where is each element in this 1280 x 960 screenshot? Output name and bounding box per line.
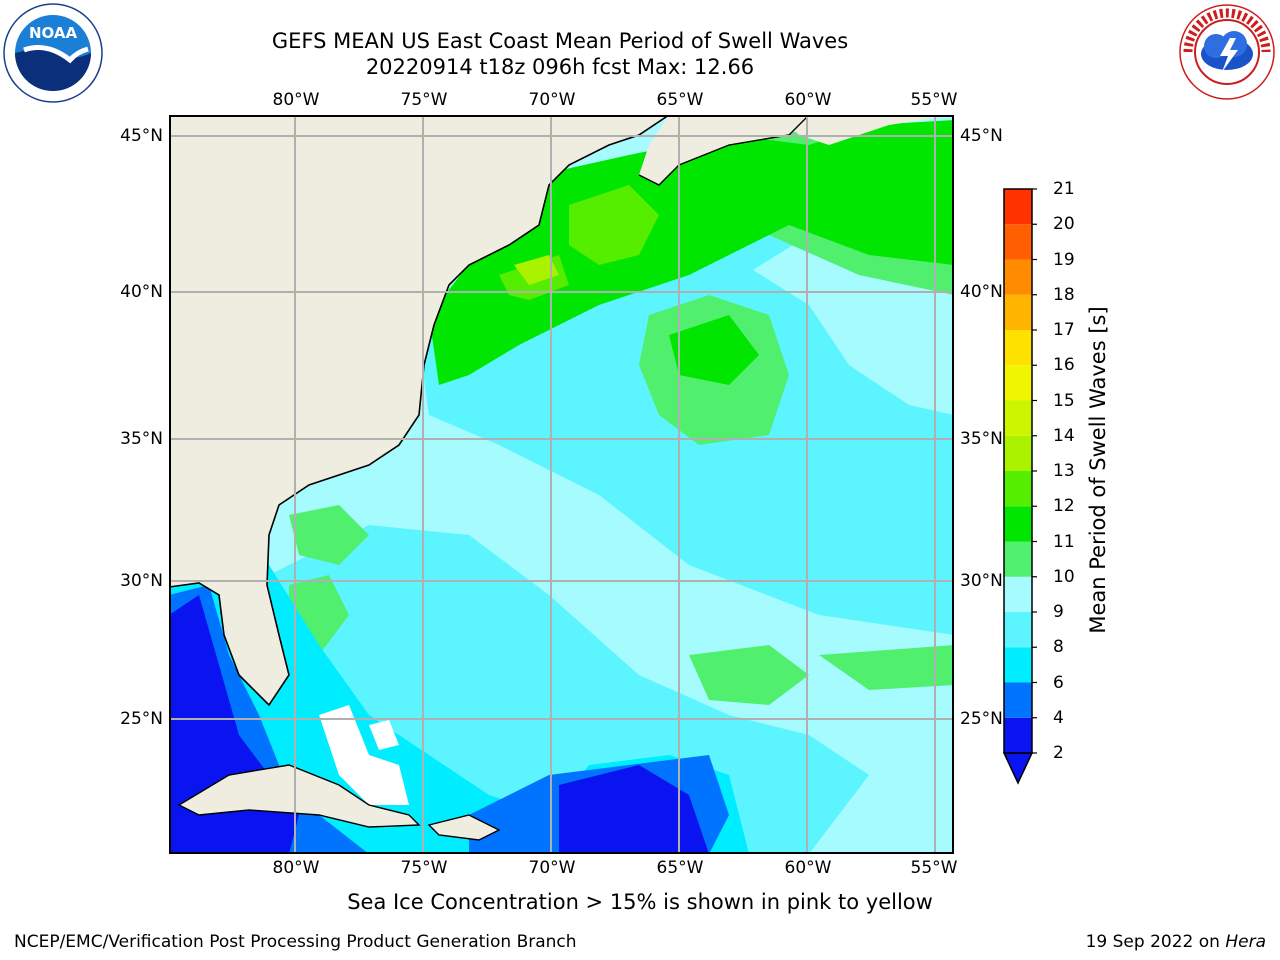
lat-tick-right: 45°N <box>960 126 1003 146</box>
colorbar-tick-label: 4 <box>1053 707 1064 728</box>
land-cuba <box>179 765 419 827</box>
colorbar-tick-label: 12 <box>1053 496 1075 517</box>
lon-tick-top: 55°W <box>910 90 958 110</box>
lon-tick-bottom: 60°W <box>784 858 832 878</box>
colorbar-segment <box>1004 189 1032 225</box>
lon-tick-bottom: 65°W <box>656 858 704 878</box>
lat-tick-left: 35°N <box>120 429 163 449</box>
colorbar-segment <box>1004 647 1032 683</box>
colorbar-segment <box>1004 365 1032 401</box>
footer-date-host: 19 Sep 2022 on Hera <box>1086 932 1266 952</box>
colorbar-segment <box>1004 294 1032 330</box>
lat-tick-right: 35°N <box>960 429 1003 449</box>
lat-tick-left: 45°N <box>120 126 163 146</box>
colorbar-segment <box>1004 682 1032 718</box>
lon-tick-top: 70°W <box>528 90 576 110</box>
period-region-9-10 <box>819 645 954 690</box>
lon-tick-bottom: 80°W <box>272 858 320 878</box>
lon-tick-top: 60°W <box>784 90 832 110</box>
lon-tick-top: 75°W <box>400 90 448 110</box>
period-region-10-11 <box>429 120 954 385</box>
colorbar-tick-label: 11 <box>1053 531 1075 552</box>
colorbar-tick-label: 14 <box>1053 425 1075 446</box>
colorbar-tick-label: 20 <box>1053 214 1075 235</box>
lat-tick-right: 30°N <box>960 571 1003 591</box>
colorbar-segment <box>1004 506 1032 542</box>
colorbar-tick-label: 8 <box>1053 637 1064 658</box>
period-region-2-4 <box>559 765 709 854</box>
lat-tick-right: 40°N <box>960 282 1003 302</box>
colorbar-tick-label: 9 <box>1053 602 1064 622</box>
colorbar-segment <box>1004 541 1032 577</box>
colorbar-segment <box>1004 400 1032 436</box>
land-maritimes <box>779 115 954 145</box>
colorbar-label: Mean Period of Swell Waves [s] <box>1086 306 1110 634</box>
lat-tick-left: 25°N <box>120 709 163 729</box>
map-frame <box>169 115 954 854</box>
chart-title: GEFS MEAN US East Coast Mean Period of S… <box>271 29 849 53</box>
footer-host: Hera <box>1225 932 1266 952</box>
swell-period-map <box>169 115 954 854</box>
colorbar-tick-label: 16 <box>1053 355 1075 376</box>
footer-date: 19 Sep 2022 on <box>1085 932 1226 952</box>
colorbar-tick-label: 2 <box>1053 743 1064 763</box>
period-region-9-10 <box>689 645 809 705</box>
period-region-12-13 <box>514 255 559 285</box>
noaa-logo: NOAA <box>3 3 103 103</box>
colorbar-segment <box>1004 435 1032 471</box>
footer-organization: NCEP/EMC/Verification Post Processing Pr… <box>14 932 577 952</box>
colorbar-tick-label: 15 <box>1053 390 1075 411</box>
colorbar-segment <box>1004 471 1032 507</box>
lon-tick-bottom: 55°W <box>910 858 958 878</box>
colorbar-segment <box>1004 717 1032 753</box>
land-maritimes <box>639 115 809 185</box>
colorbar-tick-label: 19 <box>1053 249 1075 270</box>
gridlines <box>169 115 954 854</box>
colorbar-segment <box>1004 259 1032 295</box>
colorbar <box>1002 188 1037 785</box>
colorbar-segment <box>1004 612 1032 648</box>
period-region-11-12 <box>569 185 659 265</box>
colorbar-under-arrow <box>1002 752 1034 785</box>
lat-tick-left: 30°N <box>120 571 163 591</box>
coastline <box>177 764 421 828</box>
colorbar-tick-label: 10 <box>1053 566 1075 587</box>
coastline <box>427 814 501 841</box>
lon-tick-top: 65°W <box>656 90 704 110</box>
period-region-9-10 <box>289 505 369 565</box>
lat-tick-right: 25°N <box>960 709 1003 729</box>
sea-ice-caption: Sea Ice Concentration > 15% is shown in … <box>347 890 933 914</box>
colorbar-tick-label: 17 <box>1053 320 1075 340</box>
lon-tick-top: 80°W <box>272 90 320 110</box>
lat-tick-left: 40°N <box>120 282 163 302</box>
colorbar-tick-label: 6 <box>1053 672 1064 693</box>
colorbar-tick-label: 18 <box>1053 284 1075 305</box>
colorbar-segment <box>1004 224 1032 260</box>
colorbar-tick-label: 13 <box>1053 461 1075 481</box>
missing-data-region <box>369 720 399 750</box>
coastline <box>169 115 670 707</box>
colorbar-tick-label: 21 <box>1053 179 1075 199</box>
coastline <box>638 115 810 186</box>
chart-subtitle: 20220914 t18z 096h fcst Max: 12.66 <box>365 55 755 79</box>
period-region-10-11 <box>669 315 759 385</box>
svg-text:NOAA: NOAA <box>29 24 78 42</box>
missing-data-region <box>319 705 409 805</box>
lon-tick-bottom: 70°W <box>528 858 576 878</box>
colorbar-segment <box>1004 576 1032 612</box>
nws-logo <box>1179 4 1275 100</box>
colorbar-segment <box>1004 330 1032 366</box>
lon-tick-bottom: 75°W <box>400 858 448 878</box>
